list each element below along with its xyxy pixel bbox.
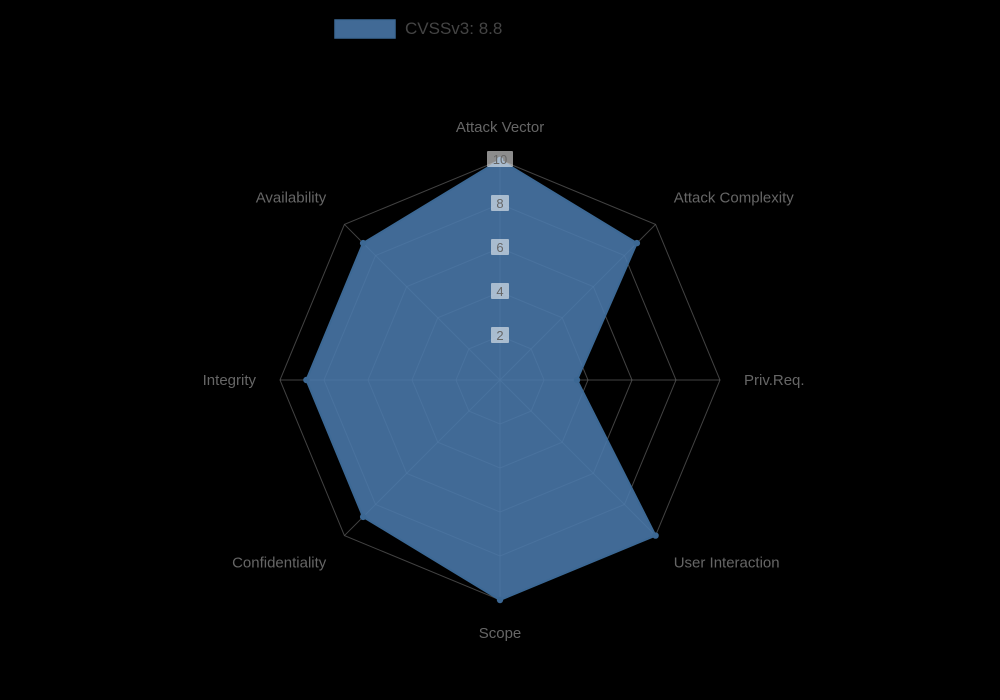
tick-label: 2 xyxy=(496,328,503,343)
axis-label: Priv.Req. xyxy=(744,372,805,389)
axis-label: Attack Complexity xyxy=(674,189,795,206)
radar-marker xyxy=(652,532,658,538)
axis-label: Scope xyxy=(479,625,522,642)
tick-label: 6 xyxy=(496,240,503,255)
tick-label: 8 xyxy=(496,196,503,211)
axis-label: Availability xyxy=(256,189,327,206)
cvss-radar-chart: 2 4 6 8 10 Attack Vector Attack Complexity Priv… xyxy=(0,0,1000,700)
legend-label: CVSSv3: 8.8 xyxy=(405,19,502,38)
radar-marker xyxy=(360,240,366,246)
tick-label: 10 xyxy=(493,152,507,167)
tick-label: 4 xyxy=(496,284,503,299)
axis-label: Integrity xyxy=(203,372,257,389)
radar-marker xyxy=(360,514,366,520)
axis-label: Confidentiality xyxy=(232,555,327,572)
radar-marker xyxy=(497,597,503,603)
axis-label: Attack Vector xyxy=(456,119,544,136)
legend-swatch xyxy=(335,20,395,38)
chart-legend: CVSSv3: 8.8 xyxy=(335,19,502,38)
axis-label: User Interaction xyxy=(674,555,780,572)
radar-marker xyxy=(303,377,309,383)
radar-marker xyxy=(574,377,580,383)
radar-marker xyxy=(634,240,640,246)
